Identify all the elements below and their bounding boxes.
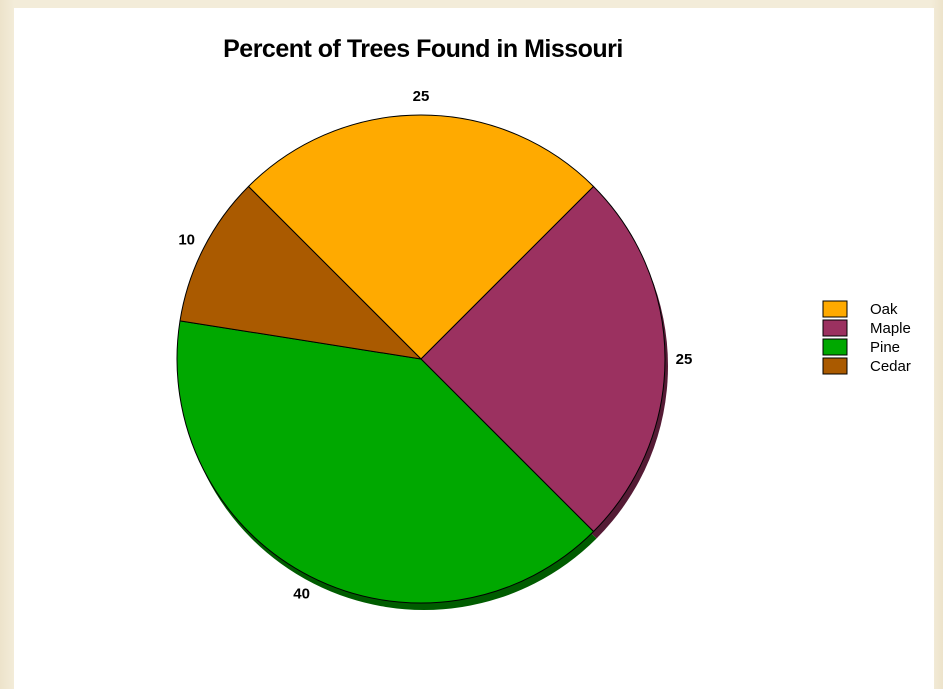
pie-chart: Percent of Trees Found in Missouri 25 25 4… [176,35,911,610]
pie-slice-maple [420,185,666,533]
legend-swatch-pine [822,338,848,356]
legend-swatch-maple [822,319,848,337]
pie-slice-oak [247,114,595,360]
legend-label-maple: Maple [870,320,911,337]
chart-legend: Oak Maple Pine Cedar [822,300,911,375]
chart-title: Percent of Trees Found in Missouri [223,35,623,63]
legend-swatch-oak [822,300,848,318]
chart-panel: Percent of Trees Found in Missouri 25 25 4… [14,8,934,689]
legend-label-cedar: Cedar [870,358,911,375]
pie-slice-pine [176,320,595,604]
legend-label-oak: Oak [870,301,898,318]
data-label-maple: 25 [676,351,693,368]
data-label-cedar: 10 [178,232,195,249]
legend-swatch-cedar [822,357,848,375]
pie-slice-cedar [179,185,422,360]
data-label-oak: 25 [413,88,430,105]
data-label-pine: 40 [293,585,310,602]
pie-slices [176,114,666,604]
pie-data-labels: 25 25 40 10 [178,88,692,602]
legend-label-pine: Pine [870,339,900,356]
